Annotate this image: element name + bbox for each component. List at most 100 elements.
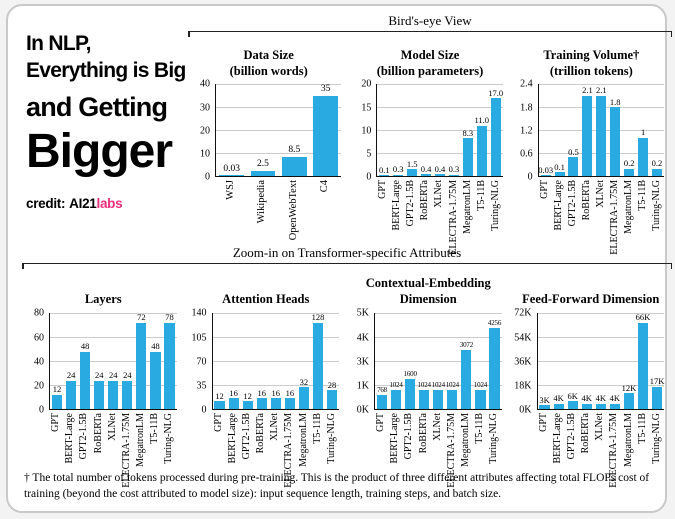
- charts-row-birdseye: Data Size (billion words) 40 30 20 10 0 0.03 2.5…: [188, 39, 672, 255]
- bar-slot: 0.2: [622, 84, 636, 177]
- credit: credit: AI21labs: [26, 196, 191, 211]
- bar: [609, 403, 620, 410]
- bar-value-label: 24: [109, 370, 118, 380]
- bar-value-label: 0.1: [554, 161, 565, 172]
- bar: [637, 322, 649, 410]
- bar-slot: 11.0: [474, 84, 489, 177]
- chart-title: Layers: [22, 271, 185, 313]
- gridline: [375, 337, 502, 339]
- gridline: [537, 313, 664, 315]
- bar-value-label: 24: [66, 370, 76, 380]
- bar-value-label: 4K: [553, 393, 564, 404]
- bar-slot: 16: [269, 313, 283, 410]
- gridline: [377, 107, 503, 109]
- y-axis: 80 60 40 20 0: [22, 308, 49, 416]
- bar-value-label: 35: [320, 84, 331, 95]
- chart-title-line: Layers: [84, 292, 122, 307]
- section-birdseye-label: Bird's-eye View: [388, 13, 472, 28]
- bar-slot: 48: [78, 313, 92, 410]
- bar-slot: 12: [50, 313, 64, 410]
- y-tick-label: 140: [191, 307, 207, 319]
- bar: [284, 398, 295, 410]
- y-tick-label: 0: [366, 171, 372, 183]
- plot-area: 2.4 1.8 1.2 0.6 0 0.03 0.1 0.5 2.1 2.1 1.8 0.2 1 0.2: [511, 79, 672, 183]
- x-axis-label: GPT2-1.5B: [405, 180, 417, 227]
- x-slot: Turing-NLG: [489, 177, 503, 247]
- bar-value-label: 16: [271, 387, 281, 398]
- bar-slot: 1024: [473, 313, 487, 410]
- x-slot: BERT-Large: [552, 177, 566, 247]
- bar-slot: 35: [310, 84, 341, 177]
- y-axis: 2.4 1.8 1.2 0.6 0: [511, 79, 538, 183]
- chart-title-line: (billion words): [229, 64, 308, 79]
- bar-slot: 4K: [580, 313, 594, 410]
- y-tick-label: 105: [191, 332, 207, 344]
- y-axis: 140 105 70 35 0: [185, 308, 212, 416]
- chart-title-line: Data Size: [243, 48, 294, 63]
- bar-value-label: 1024: [431, 380, 445, 389]
- plot: 768 1024 1600 1024 1024 1024 3072 1024 4256: [374, 313, 502, 411]
- bar-slot: 1.8: [608, 84, 622, 177]
- bar-value-label: 8.5: [288, 145, 301, 156]
- x-axis-label: T5-11B: [475, 180, 487, 212]
- chart-title: Contextual-Embedding Dimension: [347, 271, 510, 313]
- x-axis-label: GPT: [377, 180, 389, 200]
- bar: [489, 327, 500, 410]
- x-slot: MegatronLM: [461, 177, 475, 247]
- headline-line-2: Everything is Big: [26, 59, 186, 83]
- bar-value-label: 0.4: [434, 163, 446, 174]
- bar: [214, 401, 225, 410]
- bar-value-label: 48: [80, 341, 90, 352]
- brand-labs: labs: [96, 195, 123, 211]
- plot-area: 140 105 70 35 0 12 16 12 16 16 16 32 128 28: [185, 308, 348, 416]
- bar: [312, 322, 324, 410]
- bar-value-label: 1.8: [609, 96, 621, 107]
- bar-slot: 32: [297, 313, 311, 410]
- gridline: [50, 361, 177, 363]
- card: In NLP, Everything is Big and Getting Bi…: [6, 4, 672, 513]
- x-axis-label: GPT: [538, 180, 550, 200]
- x-slot: Wikipedia: [247, 177, 279, 247]
- bar: [581, 403, 592, 410]
- bar: [595, 403, 606, 410]
- x-axis-label: RoBERTa: [92, 413, 104, 454]
- x-axis-label: GPT2-1.5B: [566, 180, 578, 227]
- bar-value-label: 128: [311, 312, 325, 323]
- plot: 0.1 0.3 1.5 0.4 0.4 0.3 8.3 11.0 17.0: [376, 84, 503, 178]
- bar-slot: 16: [283, 313, 297, 410]
- x-axis-label: Turing-NLG: [325, 413, 337, 465]
- bar-slot: 4K: [608, 313, 622, 410]
- x-slot: ELECTRA-1.75M: [446, 177, 460, 255]
- gridline: [377, 130, 503, 132]
- x-axis-label: RoBERTa: [419, 180, 431, 221]
- bar: [476, 125, 487, 177]
- bar-value-label: 0.2: [623, 158, 635, 169]
- x-axis-labels: WSJ Wikipedia OpenWebText C4: [215, 177, 341, 247]
- gridline: [212, 337, 339, 339]
- bar-slot: 4256: [488, 313, 502, 410]
- gridline: [212, 385, 339, 387]
- x-axis-label: GPT2-1.5B: [565, 413, 577, 460]
- chart-title: Training Volume† (trillion tokens): [511, 39, 672, 84]
- y-axis: 72K 54K 36K 18K 0K: [510, 308, 537, 416]
- bar: [298, 387, 309, 410]
- x-slot: MegatronLM: [622, 177, 636, 247]
- bar: [242, 401, 253, 410]
- y-tick-label: 18K: [514, 380, 532, 392]
- x-axis-label: Wikipedia: [256, 180, 268, 224]
- bar-value-label: 66K: [635, 312, 651, 323]
- bar-value-label: 12: [243, 390, 252, 401]
- x-axis-label: GPT2-1.5B: [78, 413, 90, 460]
- bar-slot: 6K: [566, 313, 580, 410]
- x-axis-label: T5-11B: [149, 413, 161, 445]
- bar: [448, 174, 459, 177]
- x-axis-label: XLNet: [594, 180, 606, 209]
- bar-value-label: 0.3: [448, 164, 460, 175]
- bar-slot: 3072: [459, 313, 473, 410]
- x-axis-label: GPT: [50, 413, 62, 433]
- bar: [582, 95, 593, 177]
- bar: [108, 380, 119, 410]
- section-zoomin-bracket: [22, 263, 672, 270]
- plot: 0.03 2.5 8.5 35: [215, 84, 342, 178]
